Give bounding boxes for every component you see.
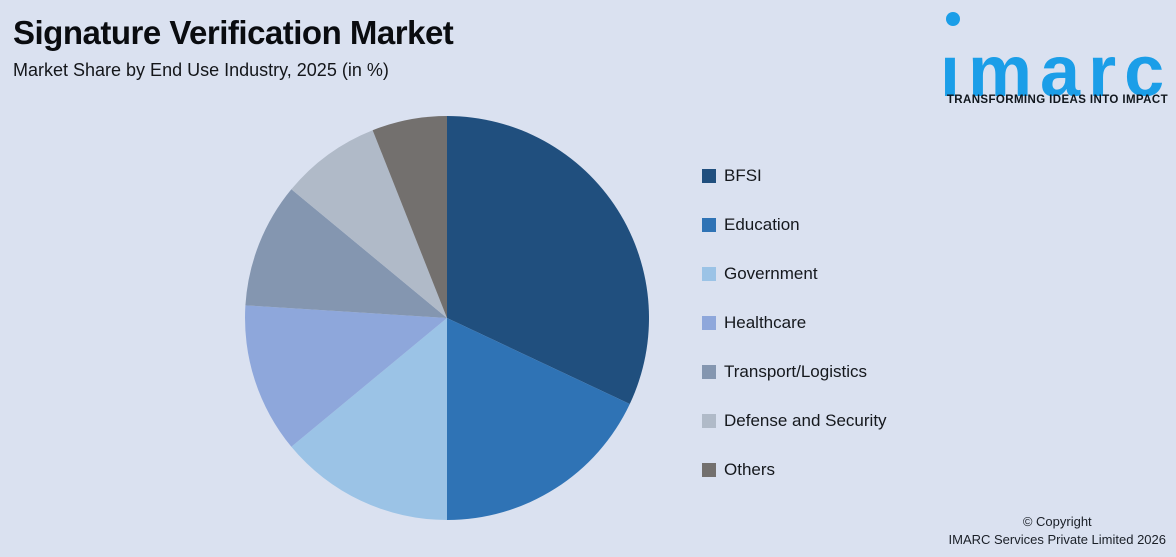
- imarc-logo: imarc TRANSFORMING IDEAS INTO IMPACT: [934, 0, 1176, 112]
- legend-item-defense-and-security: Defense and Security: [702, 410, 887, 432]
- legend-swatch-bfsi: [702, 169, 716, 183]
- legend-item-education: Education: [702, 214, 887, 236]
- pie-slice-bfsi: [447, 116, 649, 405]
- legend-item-healthcare: Healthcare: [702, 312, 887, 334]
- page-title: Signature Verification Market: [13, 14, 454, 51]
- pie-slice-defense-and-security: [291, 130, 447, 318]
- legend-swatch-education: [702, 218, 716, 232]
- legend-item-others: Others: [702, 459, 887, 481]
- pie-slice-education: [447, 318, 630, 520]
- logo-dot-icon: [946, 12, 960, 26]
- legend-label-others: Others: [724, 460, 776, 479]
- copyright: © Copyright IMARC Services Private Limit…: [949, 513, 1166, 548]
- legend-label-defense-and-security: Defense and Security: [724, 411, 887, 430]
- header: Signature Verification Market Market Sha…: [13, 14, 454, 81]
- legend-item-bfsi: BFSI: [702, 165, 887, 187]
- legend-label-education: Education: [724, 215, 800, 234]
- copyright-line2: IMARC Services Private Limited 2026: [948, 531, 1166, 547]
- legend: BFSI Education Government Healthcare Transpo…: [702, 165, 887, 481]
- legend-swatch-government: [702, 267, 716, 281]
- legend-item-government: Government: [702, 263, 887, 285]
- legend-swatch-defense-and-security: [702, 414, 716, 428]
- pie-chart: [245, 116, 649, 520]
- page-subtitle: Market Share by End Use Industry, 2025 (…: [13, 60, 389, 80]
- legend-item-transport-logistics: Transport/Logistics: [702, 361, 887, 383]
- logo-tagline: TRANSFORMING IDEAS INTO IMPACT: [946, 94, 1168, 106]
- legend-swatch-transport-logistics: [702, 365, 716, 379]
- copyright-line1: © Copyright: [1022, 514, 1092, 529]
- legend-swatch-healthcare: [702, 316, 716, 330]
- pie-slice-government: [291, 318, 447, 520]
- legend-label-government: Government: [724, 264, 818, 283]
- legend-swatch-others: [702, 463, 716, 477]
- pie-svg: [245, 116, 649, 520]
- legend-label-bfsi: BFSI: [724, 166, 762, 185]
- pie-slice-others: [372, 116, 447, 318]
- legend-label-healthcare: Healthcare: [724, 313, 807, 332]
- pie-slice-healthcare: [245, 305, 447, 447]
- logo-wordmark-clip: imarc: [940, 54, 1176, 96]
- pie-slice-transport-logistics: [245, 189, 447, 318]
- logo-brand: imarc: [940, 54, 1173, 96]
- legend-label-transport-logistics: Transport/Logistics: [724, 362, 867, 381]
